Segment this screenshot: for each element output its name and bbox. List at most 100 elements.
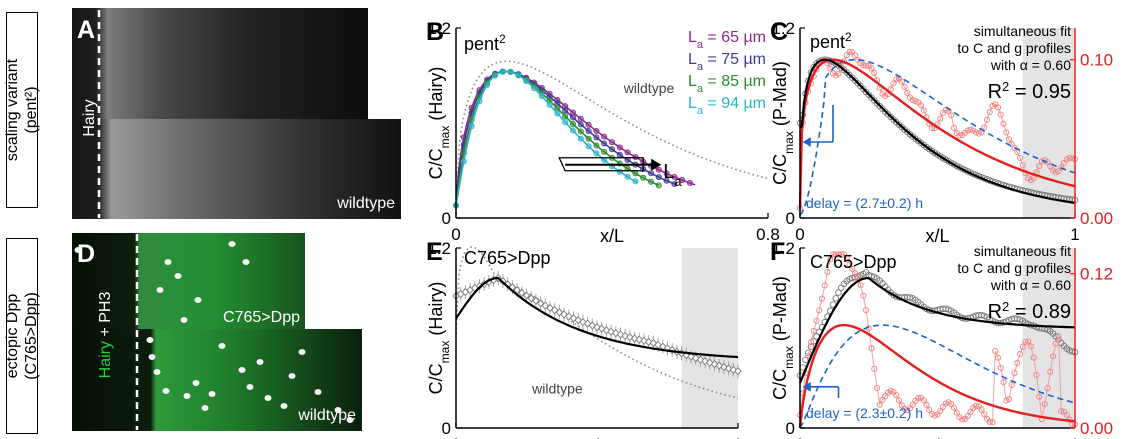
ph3-nucleus [74,247,82,253]
series-point-2 [632,170,639,177]
g-data-point [997,111,1004,118]
g-data-point [821,282,828,289]
series-point-0 [671,173,678,180]
image-wildtype [72,119,401,219]
g-data-point [887,387,894,394]
g-data-point [909,96,916,104]
concentration-fit-curve [798,276,1075,384]
panel-letter-B: B [426,18,444,46]
series-point-1 [616,151,623,158]
g-data-point [986,418,993,425]
series-point-1 [601,140,608,147]
x-tick-label: 0 [451,225,460,244]
data-point [532,296,540,306]
ph3-nucleus [174,273,182,279]
g-data-point [851,52,859,59]
data-point [616,330,625,339]
series-point-2 [648,178,655,185]
g-data-point [926,406,933,414]
series-point-0 [687,180,694,187]
g-data-point [1016,350,1024,358]
g-data-point [871,365,878,372]
g-data-point [1052,169,1059,176]
g-data-point [851,270,859,277]
series-point-3 [476,98,483,105]
c-data-point [868,272,875,280]
series-point-3 [538,93,545,100]
panel-title-E: C765>Dpp [464,248,551,268]
ph3-nucleus [146,337,154,343]
series-point-0 [585,121,592,128]
x-tick-label: 0 [795,225,804,244]
wildtype-curve [455,246,739,399]
data-point [541,301,549,310]
data-point [692,354,700,363]
g-data-point [876,401,883,408]
ph3-nucleus [238,367,246,373]
g-data-point [893,76,900,83]
data-point [551,305,559,315]
data-point [612,328,620,338]
g-data-point [920,397,927,404]
r-squared: R2 = 0.95 [988,79,1071,104]
ph3-nucleus [208,391,216,397]
ph3-nucleus [148,354,156,360]
g-data-point [1000,120,1007,127]
data-point [588,321,596,330]
series-point-1 [577,121,584,128]
growth-fit-curve [798,58,1076,209]
series-point-3 [531,85,538,92]
g-data-point [1003,129,1010,136]
g-data-point [862,62,870,69]
g-data-point [890,80,897,87]
g-data-point [997,364,1004,371]
g-data-point [915,394,922,402]
g-data-point [871,70,878,77]
series-point-2 [577,128,584,135]
g-data-point [967,408,974,415]
y-tick-label: 0 [786,209,795,228]
ph3-nucleus [194,297,202,303]
c-data-point [1014,315,1021,322]
g-data-point [1058,164,1065,171]
g-data-point [857,282,864,289]
image-c765-dpp [72,233,305,330]
g-data-point [1019,343,1026,350]
ph3-nucleus [164,259,172,265]
data-point [537,299,545,308]
g-data-point [860,62,867,69]
excluded-region-shade [1022,248,1075,428]
microscopy-panel-D: D Hairy + PH3 C765>Dpp wildtype [72,233,362,431]
g-data-point [917,102,925,109]
series-point-3 [632,178,639,185]
y-axis-label: C/Cmax (Hairy) [426,67,452,180]
data-point [631,334,639,343]
series-point-2 [655,182,662,189]
c-data-point [832,295,840,302]
g-data-point [1058,407,1065,415]
series-point-2 [585,135,592,142]
stain-label-D: Hairy + PH3 [97,292,114,379]
y-tick-label: 1.2 [427,19,451,38]
delayed-fit-curve [799,324,1076,429]
g-data-point [1049,353,1057,360]
y2-tick-label: 0.00 [1080,209,1113,228]
data-point [640,336,648,345]
g-data-point [1044,385,1051,392]
series-point-3 [616,168,623,175]
data-point [715,361,723,370]
g-data-point [959,416,966,423]
ph3-nucleus [242,259,250,265]
series-point-2 [570,120,577,127]
r-squared: R2 = 0.89 [988,299,1071,324]
g-data-point [849,265,856,272]
x-tick-label: 0.8 [756,225,780,244]
g-data-point [810,327,817,334]
ph3-nucleus [334,407,342,413]
ph3-nucleus [314,389,322,395]
y-tick-label: 1.2 [771,19,795,38]
series-point-1 [593,134,600,141]
chart-panel-C: delay = (2.7±0.2) h0 101.2x/LC/Cmax (P-Ma… [770,18,1113,246]
